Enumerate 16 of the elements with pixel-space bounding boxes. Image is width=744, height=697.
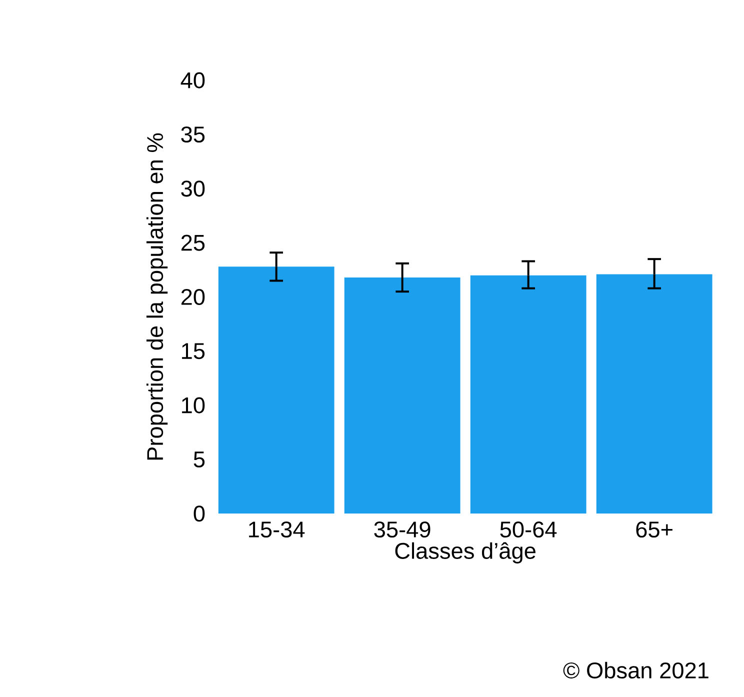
- y-tick-label: 40: [180, 72, 205, 88]
- x-axis-title: Classes d’âge: [395, 542, 536, 564]
- x-tick-label: 15-34: [249, 521, 305, 538]
- y-tick-label: 10: [182, 397, 205, 414]
- y-tick-label: 30: [181, 180, 205, 197]
- y-axis-title: Proportion de la population en %: [146, 133, 168, 460]
- text: © Obsan 2021: [563, 662, 708, 679]
- x-tick-label: 65+: [636, 521, 672, 538]
- y-tick-label: 25: [181, 234, 205, 251]
- y-tick-label: 20: [181, 288, 205, 306]
- x-tick-label: 35-49: [374, 521, 430, 538]
- x-tick-label: 50-64: [500, 521, 557, 538]
- y-tick-label: 5: [194, 452, 205, 468]
- y-tick-label: 35: [181, 126, 205, 143]
- y-tick-label: 15: [182, 343, 205, 360]
- y-tick-label: 0: [194, 506, 205, 522]
